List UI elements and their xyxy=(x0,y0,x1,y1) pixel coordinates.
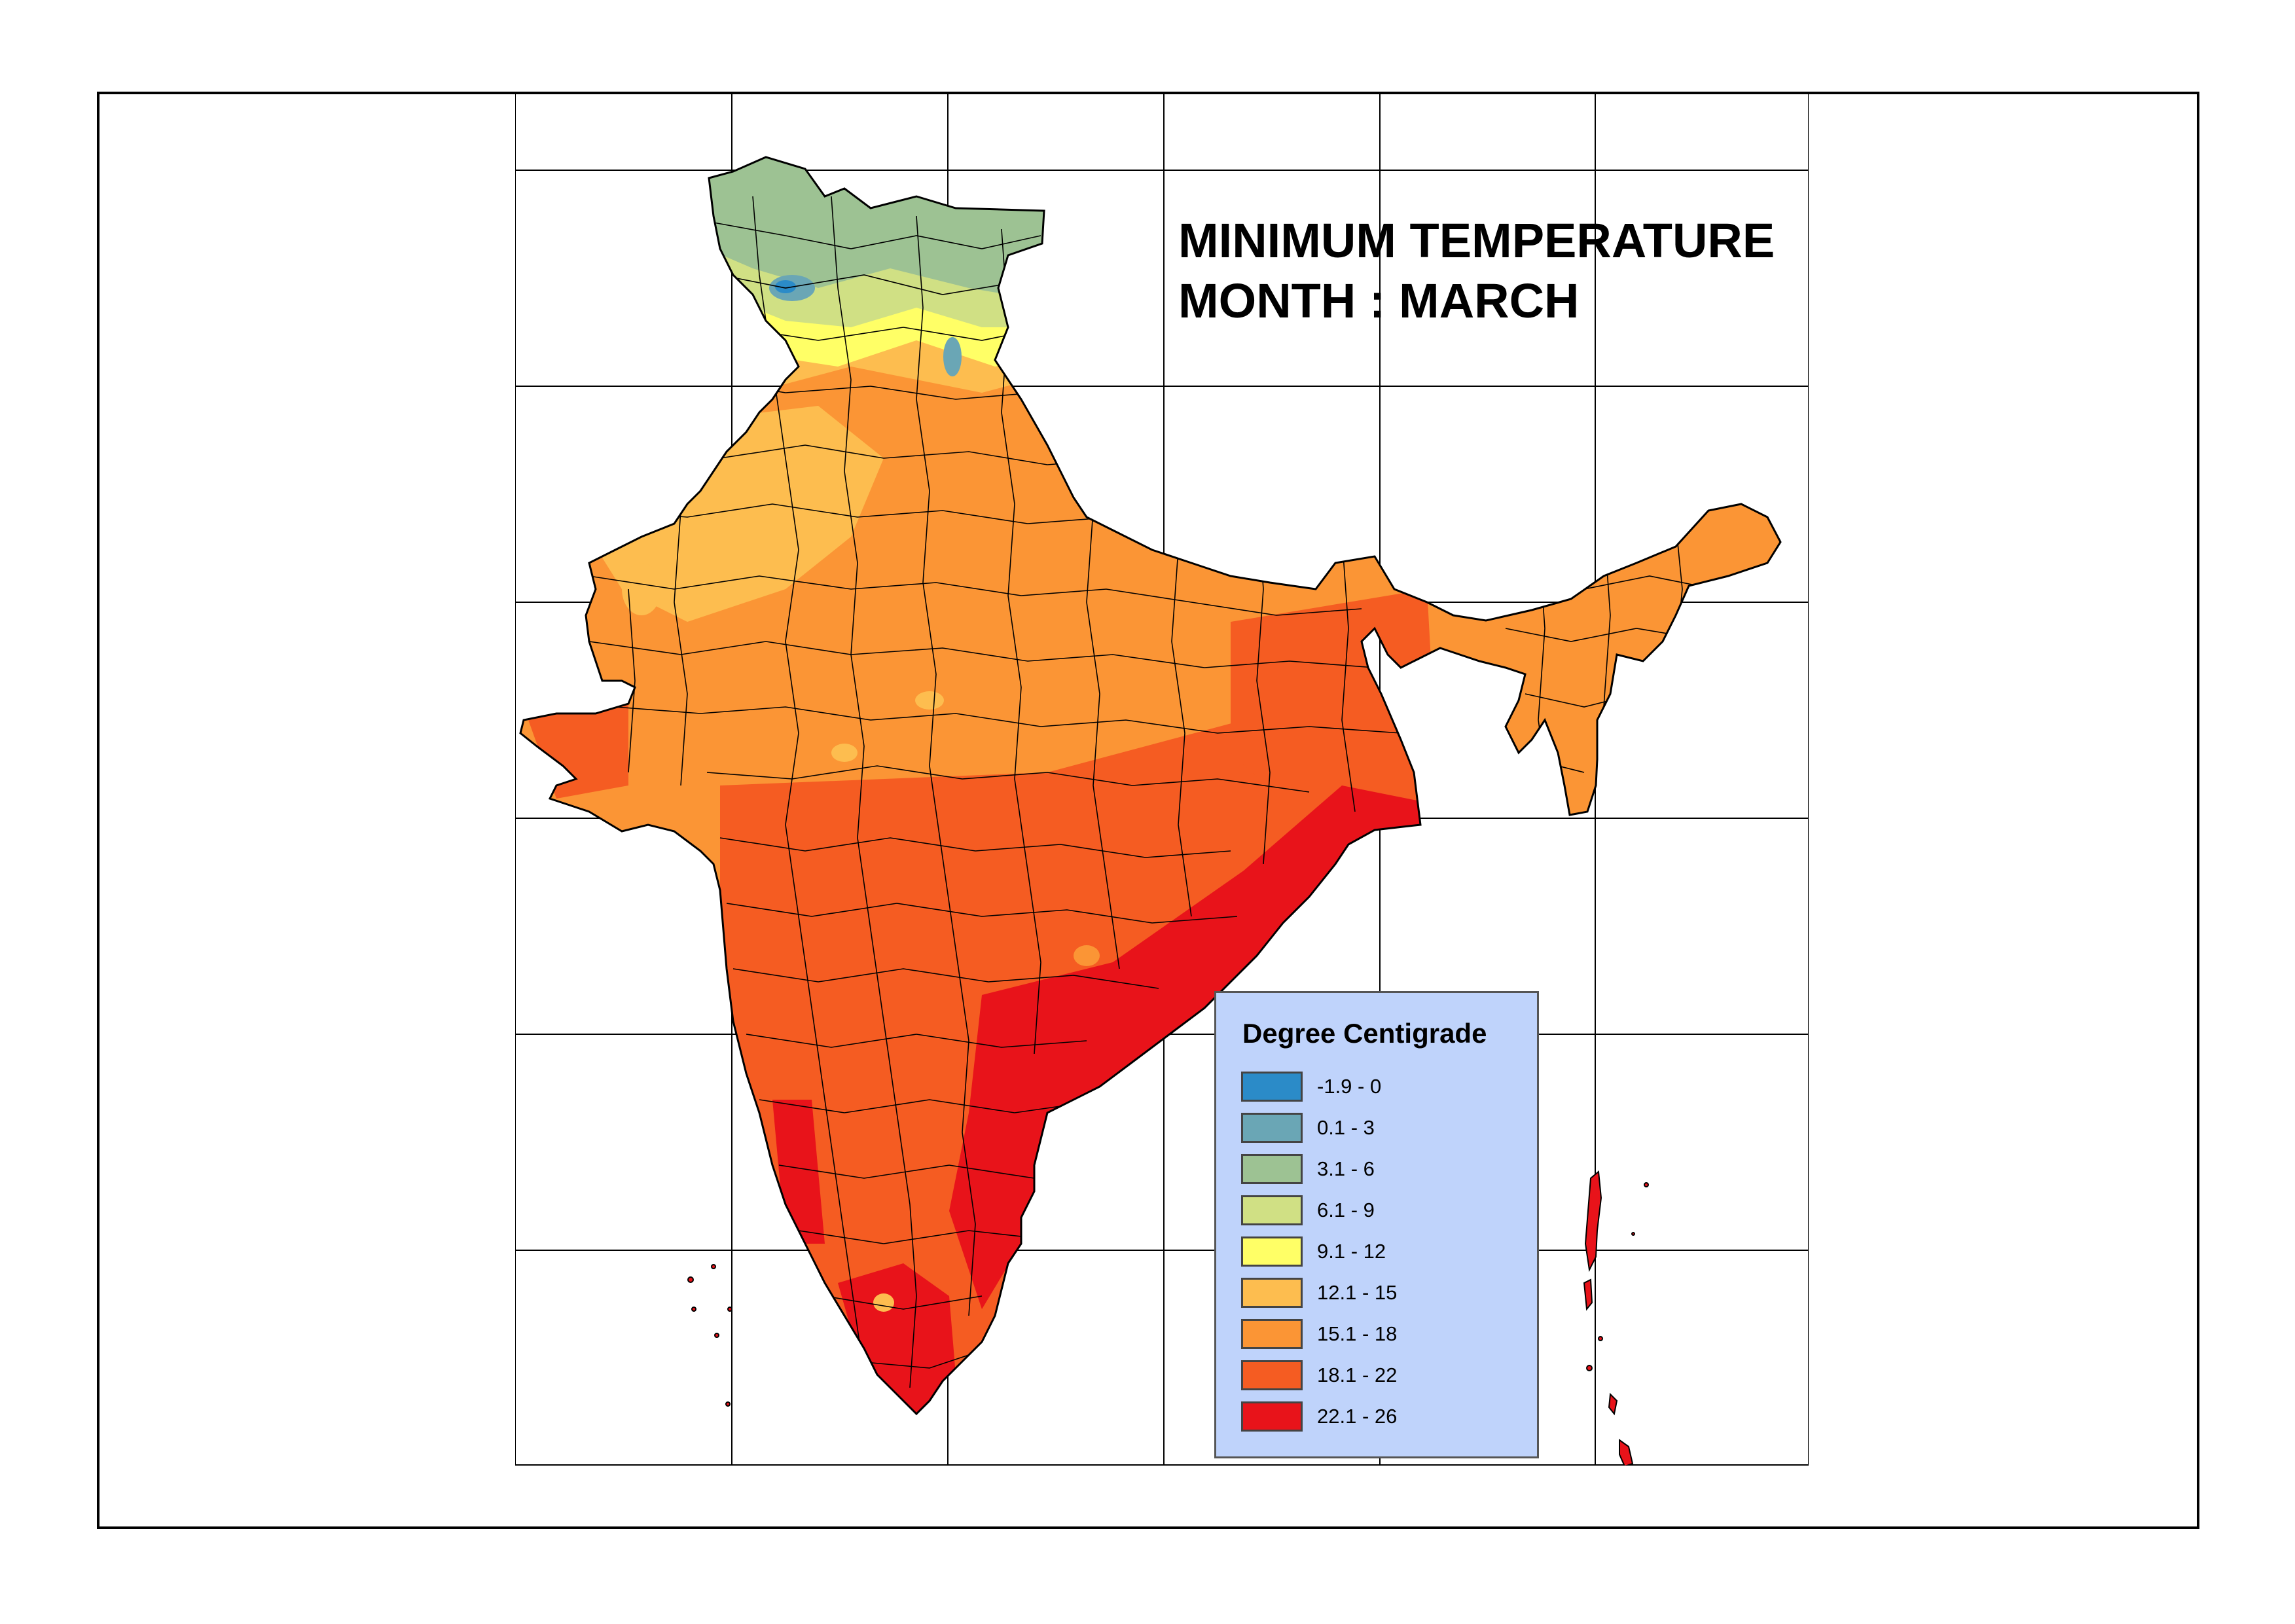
legend-swatch xyxy=(1241,1113,1303,1143)
legend-label: 15.1 - 18 xyxy=(1317,1322,1398,1345)
legend-swatch xyxy=(1241,1401,1303,1432)
legend-swatch xyxy=(1241,1360,1303,1390)
legend-swatch xyxy=(1241,1154,1303,1184)
title-line-1: MINIMUM TEMPERATURE xyxy=(1178,213,1775,268)
legend-label: 0.1 - 3 xyxy=(1317,1116,1375,1139)
legend-swatch xyxy=(1241,1278,1303,1308)
map-title: MINIMUM TEMPERATURE MONTH : MARCH xyxy=(1178,211,1775,331)
map-frame xyxy=(97,92,2199,1529)
legend-label: -1.9 - 0 xyxy=(1317,1075,1382,1098)
legend-label: 3.1 - 6 xyxy=(1317,1157,1375,1180)
legend-panel: Degree Centigrade -1.9 - 0 0.1 - 3 3.1 -… xyxy=(1214,991,1539,1458)
legend-label: 12.1 - 15 xyxy=(1317,1281,1398,1304)
legend-label: 22.1 - 26 xyxy=(1317,1405,1398,1428)
legend-title: Degree Centigrade xyxy=(1242,1018,1487,1049)
title-line-2: MONTH : MARCH xyxy=(1178,274,1580,328)
legend-label: 6.1 - 9 xyxy=(1317,1199,1375,1221)
legend-swatch xyxy=(1241,1072,1303,1102)
legend-swatch xyxy=(1241,1195,1303,1225)
legend-swatch xyxy=(1241,1236,1303,1267)
legend-label: 18.1 - 22 xyxy=(1317,1363,1398,1386)
legend-label: 9.1 - 12 xyxy=(1317,1240,1386,1263)
map-canvas xyxy=(515,92,1809,1466)
legend-swatch xyxy=(1241,1319,1303,1349)
islands xyxy=(687,1170,1649,1466)
